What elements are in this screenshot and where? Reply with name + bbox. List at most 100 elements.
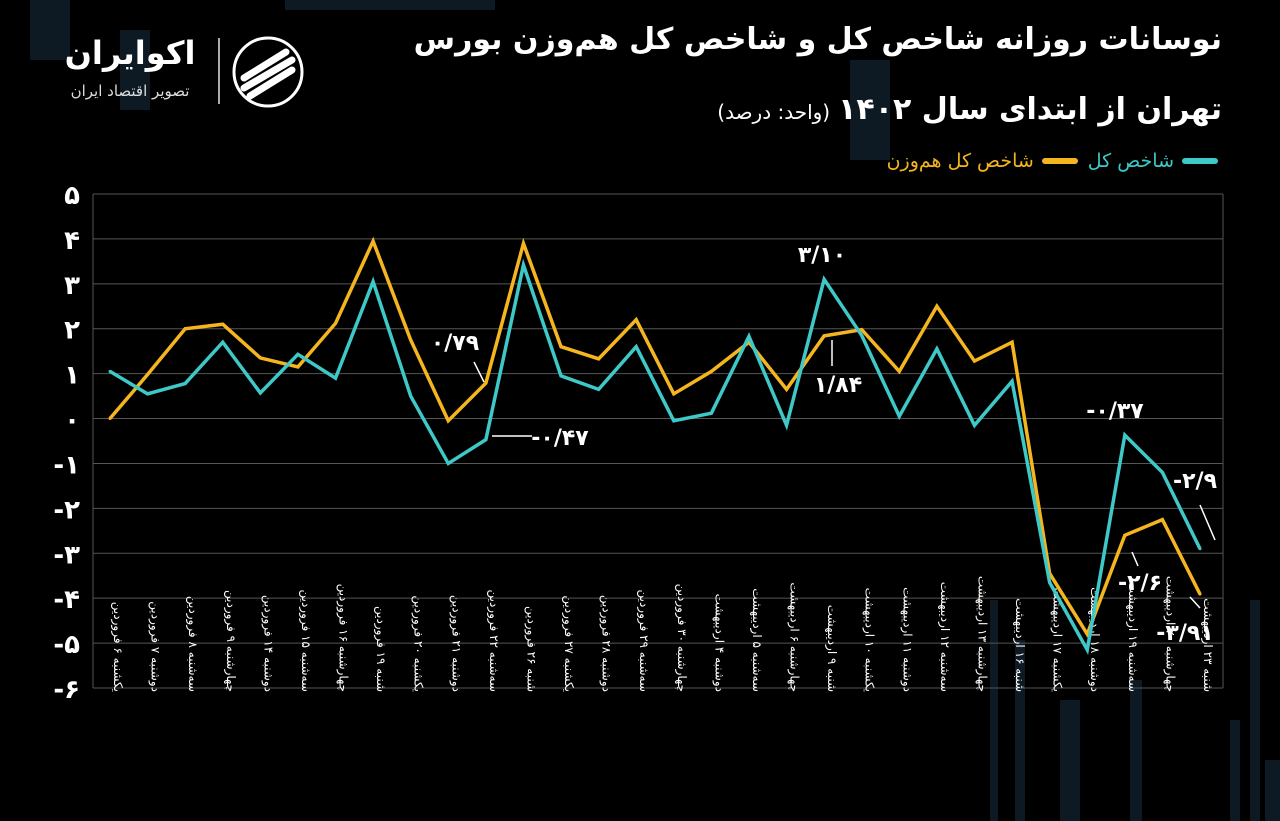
point-total — [221, 340, 225, 344]
point-total — [709, 411, 713, 415]
x-tick-label: سه‌شنبه ۱۲ اردیبهشت — [937, 582, 952, 692]
x-tick-label: دوشنبه ۱۱ اردیبهشت — [899, 587, 914, 692]
x-tick-label: دوشنبه ۴ اردیبهشت — [711, 594, 726, 692]
point-total — [409, 394, 413, 398]
point-equal-weight — [1085, 632, 1089, 636]
chart-title-line-1: نوسانات روزانه شاخص کل و شاخص کل هم‌وزن … — [413, 22, 1222, 57]
point-total — [446, 461, 450, 465]
point-total — [371, 280, 375, 284]
x-tick-label: شنبه ۲۳ اردیبهشت — [1200, 598, 1215, 692]
point-equal-weight — [597, 357, 601, 361]
y-tick-label: -۱ — [53, 450, 80, 480]
background-bar — [1130, 680, 1142, 821]
x-tick-label: چهارشنبه ۶ اردیبهشت — [787, 582, 802, 692]
background-bar — [285, 0, 495, 10]
legend: شاخص کل شاخص کل هم‌وزن — [887, 150, 1218, 172]
legend-item-equal-weight: شاخص کل هم‌وزن — [887, 150, 1078, 172]
brand-tagline: تصویر اقتصاد ایران — [70, 82, 190, 100]
point-total — [559, 374, 563, 378]
chart-unit: (واحد: درصد) — [717, 100, 831, 124]
point-equal-weight — [709, 369, 713, 373]
annotation-label: -۲/۹ — [1173, 469, 1217, 494]
point-total — [747, 334, 751, 338]
point-total — [521, 263, 525, 267]
point-total — [1010, 379, 1014, 383]
chart-title-line-2: تهران از ابتدای سال ۱۴۰۲ (واحد: درصد) — [717, 92, 1222, 127]
point-total — [183, 382, 187, 386]
point-equal-weight — [409, 338, 413, 342]
brand-name: اکوایران — [64, 34, 196, 72]
x-tick-label: دوشنبه ۱۴ فروردین — [260, 595, 275, 692]
x-tick-label: سه‌شنبه ۲۹ فروردین — [636, 589, 651, 692]
point-total — [785, 423, 789, 427]
point-equal-weight — [634, 318, 638, 322]
annotation-label: -۲/۶ — [1118, 571, 1162, 596]
point-equal-weight — [371, 239, 375, 243]
point-equal-weight — [108, 417, 112, 421]
annotation-leader — [1131, 551, 1139, 567]
point-equal-weight — [183, 327, 187, 331]
point-total — [672, 419, 676, 423]
point-equal-weight — [1010, 340, 1014, 344]
point-equal-weight — [785, 387, 789, 391]
annotation-label: -۳/۹۱ — [1156, 621, 1213, 646]
brand-logo: اکوایران تصویر اقتصاد ایران — [50, 34, 310, 108]
series-line-total — [109, 258, 1202, 655]
x-tick-label: دوشنبه ۷ فروردین — [148, 601, 163, 692]
background-bar — [1265, 760, 1280, 821]
x-tick-label: چهارشنبه ۱۳ اردیبهشت — [974, 576, 989, 692]
x-tick-label: شنبه ۲۶ فروردین — [523, 606, 538, 692]
point-total — [108, 369, 112, 373]
y-tick-label: ۵ — [64, 181, 80, 211]
background-bar — [30, 0, 70, 60]
y-tick-label: -۴ — [53, 585, 80, 615]
point-equal-weight — [935, 304, 939, 308]
point-total — [935, 347, 939, 351]
background-bar — [1060, 700, 1080, 821]
point-equal-weight — [1160, 518, 1164, 522]
y-tick-label: ۱ — [64, 361, 80, 391]
x-tick-label: چهارشنبه ۱۶ فروردین — [336, 584, 351, 692]
point-total — [1123, 433, 1127, 437]
x-tick-label: دوشنبه ۱۸ اردیبهشت — [1087, 587, 1102, 692]
point-total — [484, 438, 488, 442]
x-tick-label: سه‌شنبه ۱۵ فروردین — [298, 589, 313, 692]
y-tick-label: -۳ — [53, 540, 80, 570]
background-bar — [120, 30, 150, 110]
annotation-label: -۰/۴۷ — [531, 426, 589, 451]
y-tick-label: ۴ — [64, 226, 80, 256]
legend-label-equal-weight: شاخص کل هم‌وزن — [886, 150, 1034, 172]
x-tick-label: یکشنبه ۶ فروردین — [110, 602, 125, 692]
x-tick-label: چهارشنبه ۲۰ اردیبهشت — [1162, 576, 1177, 692]
legend-swatch-equal-weight — [1041, 158, 1078, 164]
point-equal-weight — [484, 381, 488, 385]
x-tick-label: دوشنبه ۲۸ فروردین — [599, 595, 614, 692]
x-tick-label: شنبه ۱۹ فروردین — [373, 606, 388, 692]
point-total — [258, 391, 262, 395]
brand-mark-icon — [232, 36, 304, 108]
annotation-leader — [473, 361, 485, 383]
annotation-label: -۰/۳۷ — [1086, 399, 1144, 424]
legend-swatch-total — [1182, 158, 1218, 164]
x-tick-label: سه‌شنبه ۲۲ فروردین — [486, 589, 501, 692]
point-total — [860, 333, 864, 337]
point-total — [146, 392, 150, 396]
logo-divider — [218, 38, 220, 104]
x-tick-label: یکشنبه ۱۰ اردیبهشت — [862, 588, 877, 692]
point-equal-weight — [972, 359, 976, 363]
point-total — [1160, 470, 1164, 474]
legend-label-total: شاخص کل — [1087, 150, 1174, 172]
point-equal-weight — [296, 365, 300, 369]
background-bar — [850, 60, 890, 160]
point-total — [1048, 580, 1052, 584]
point-total — [634, 345, 638, 349]
point-equal-weight — [1123, 533, 1127, 537]
point-total — [822, 277, 826, 281]
point-equal-weight — [559, 345, 563, 349]
background-bar — [1230, 720, 1240, 821]
point-equal-weight — [897, 369, 901, 373]
point-total — [597, 387, 601, 391]
point-equal-weight — [146, 373, 150, 377]
y-tick-label: ۰ — [64, 406, 80, 436]
